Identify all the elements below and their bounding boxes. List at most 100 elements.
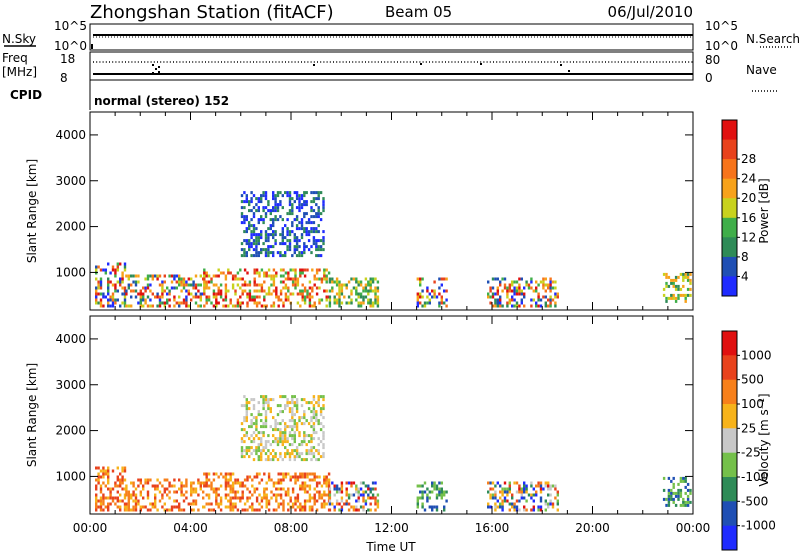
echo-cell [284, 271, 288, 275]
echo-cell [298, 227, 301, 231]
echo-cell [298, 206, 301, 210]
echo-cell [438, 286, 441, 290]
echo-cell [322, 434, 325, 438]
echo-cell [267, 268, 271, 272]
echo-cell [338, 301, 341, 305]
echo-cell [496, 499, 499, 503]
echo-cell [264, 413, 268, 417]
echo-cell [154, 502, 157, 506]
echo-cell [319, 395, 323, 399]
echo-cell [161, 484, 164, 488]
echo-cell [255, 496, 259, 500]
echo-cell [229, 487, 232, 491]
echo-cell [300, 422, 304, 426]
echo-cell [227, 484, 230, 488]
echo-cell [532, 508, 535, 512]
echo-cell [264, 425, 268, 429]
echo-cell [255, 304, 259, 308]
echo-cell [301, 487, 304, 491]
echo-cell [264, 443, 268, 447]
echo-cell [294, 499, 297, 503]
echo-cell [99, 292, 103, 296]
echo-cell [295, 254, 299, 258]
echo-cell [269, 212, 272, 216]
echo-cell [288, 233, 292, 237]
echo-cell [294, 280, 297, 284]
echo-cell [146, 496, 150, 500]
echo-cell [300, 194, 304, 198]
echo-cell [264, 212, 268, 216]
echo-cell [275, 487, 278, 491]
echo-cell [207, 295, 211, 299]
echo-cell [303, 472, 307, 476]
echo-cell [296, 277, 300, 281]
echo-cell [281, 419, 284, 423]
echo-cell [350, 481, 353, 485]
echo-cell [182, 286, 186, 290]
echo-cell [231, 481, 235, 485]
echo-cell [682, 293, 685, 297]
echo-cell [298, 434, 301, 438]
echo-cell [305, 245, 308, 249]
echo-cell [205, 484, 208, 488]
echo-cell [243, 230, 246, 234]
echo-cell [255, 508, 259, 512]
echo-cell [269, 398, 272, 402]
echo-cell [288, 434, 292, 438]
echo-cell [303, 437, 306, 441]
echo-cell [102, 268, 105, 272]
echo-cell [146, 481, 150, 485]
echo-cell [296, 292, 300, 296]
echo-cell [554, 496, 557, 500]
echo-cell [284, 446, 287, 450]
echo-cell [276, 206, 280, 210]
echo-cell [267, 248, 270, 252]
echo-cell [282, 274, 285, 278]
echo-cell [367, 301, 370, 305]
colorbar-tick-label: -25 [741, 446, 761, 460]
echo-cell [194, 295, 198, 299]
echo-cell [317, 404, 320, 408]
echo-cell [322, 407, 325, 411]
echo-cell [253, 277, 256, 281]
echo-cell [288, 443, 292, 447]
echo-cell [539, 484, 543, 488]
echo-cell [163, 487, 166, 491]
echo-cell [212, 487, 216, 491]
echo-cell [258, 295, 261, 299]
echo-cell [276, 443, 280, 447]
echo-cell [116, 265, 119, 269]
echo-cell [338, 508, 341, 512]
echo-cell [284, 434, 287, 438]
echo-cell [487, 280, 490, 284]
echo-cell [288, 200, 292, 204]
echo-cell [240, 248, 244, 252]
echo-cell [298, 416, 301, 420]
echo-cell [328, 493, 332, 497]
colorbar-swatch [722, 452, 737, 478]
echo-cell [284, 242, 287, 246]
echo-cell [146, 274, 150, 278]
echo-cell [137, 502, 140, 506]
echo-cell [116, 298, 119, 302]
echo-cell [239, 295, 242, 299]
echo-cell [279, 452, 282, 456]
echo-cell [317, 206, 320, 210]
echo-cell [311, 268, 314, 272]
echo-cell [130, 274, 133, 278]
echo-cell [554, 301, 557, 305]
echo-cell [416, 301, 419, 305]
echo-cell [296, 496, 300, 500]
echo-cell [369, 487, 372, 491]
echo-cell [180, 283, 183, 287]
echo-cell [267, 499, 271, 503]
echo-cell [284, 283, 288, 287]
echo-cell [440, 496, 443, 500]
echo-cell [535, 280, 538, 284]
echo-cell [662, 287, 666, 291]
echo-cell [255, 239, 258, 243]
echo-cell [134, 274, 138, 278]
echo-cell [272, 224, 275, 228]
echo-cell [243, 478, 247, 482]
echo-cell [116, 484, 119, 488]
